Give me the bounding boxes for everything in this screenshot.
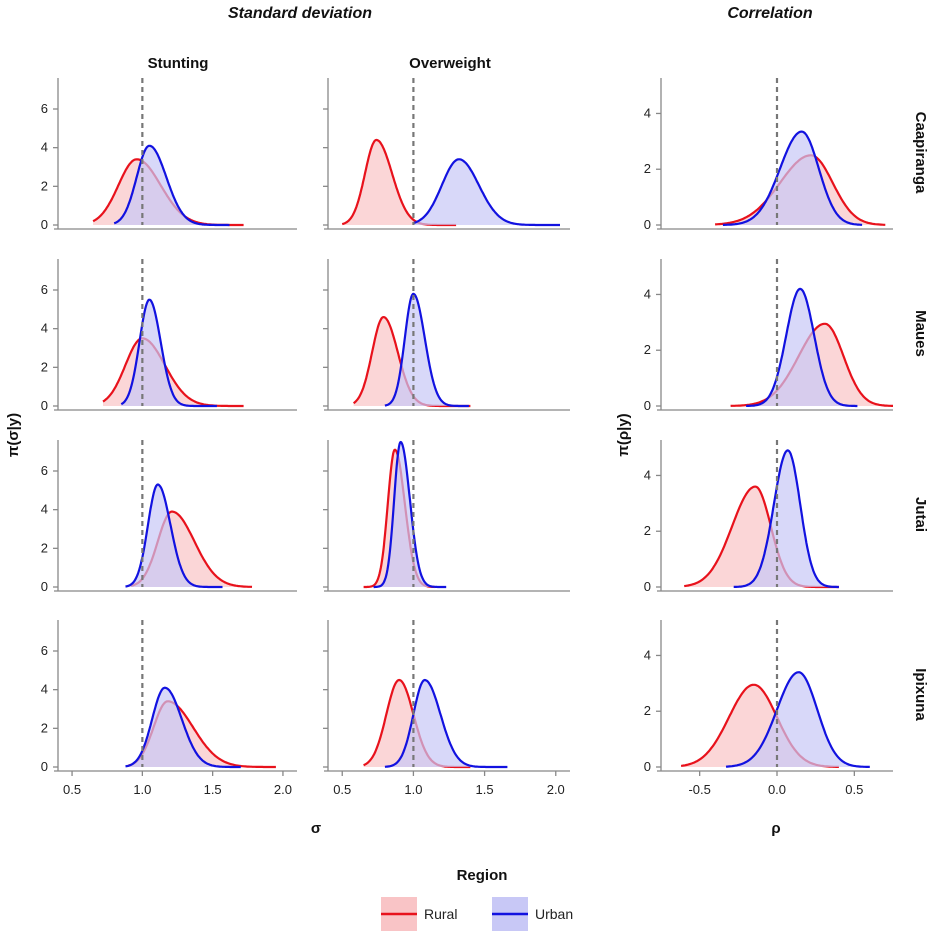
y-tick-label: 6 xyxy=(41,282,48,297)
panel-caapiranga-stunting: 0 2 4 6 xyxy=(41,78,297,232)
legend-rural-label: Rural xyxy=(424,906,457,922)
density-line-urban xyxy=(384,292,470,408)
y-tick-label: 2 xyxy=(644,523,651,538)
column-title-stunting: Stunting xyxy=(148,55,209,72)
density-line-rural xyxy=(102,337,244,408)
y-tick-label: 4 xyxy=(644,647,651,662)
y-tick-label: 2 xyxy=(644,161,651,176)
density-line-urban xyxy=(733,449,840,589)
panel-caapiranga-overweight xyxy=(323,78,570,230)
panel-jutai-stunting: 0 2 4 6 xyxy=(41,440,297,594)
density-line-urban xyxy=(373,440,447,589)
density-area-rural xyxy=(342,139,457,225)
density-line-urban xyxy=(125,686,241,769)
y-tick-label: 0 xyxy=(41,217,48,232)
y-tick-label: 6 xyxy=(41,463,48,478)
y-tick-label: 4 xyxy=(644,467,651,482)
row-label-caapiranga: Caapiranga xyxy=(912,112,929,194)
density-line-urban xyxy=(120,298,218,408)
density-area-urban xyxy=(726,672,870,767)
legend: Region Rural Urban xyxy=(381,867,573,931)
y-tick-label: 0 xyxy=(41,579,48,594)
x-tick-label: 0.0 xyxy=(768,782,786,797)
y-tick-label: 0 xyxy=(644,579,651,594)
density-line-urban xyxy=(113,144,230,227)
y-tick-label: 0 xyxy=(644,217,651,232)
y-tick-label: 0 xyxy=(41,759,48,774)
density-area-urban xyxy=(373,442,447,587)
density-line-urban xyxy=(384,678,508,769)
y-tick-label: 0 xyxy=(41,398,48,413)
legend-title: Region xyxy=(457,867,508,884)
density-line-urban xyxy=(413,158,560,227)
panel-maues-stunting: 0 2 4 6 xyxy=(41,259,297,413)
x-axis-label-rho: ρ xyxy=(771,820,780,837)
y-tick-label: 4 xyxy=(41,321,48,336)
panel-ipixuna-overweight: 0.5 1.0 1.5 2.0 xyxy=(323,620,570,797)
density-area-rural xyxy=(684,486,839,587)
y-tick-label: 0 xyxy=(644,759,651,774)
x-tick-label: 1.0 xyxy=(133,782,151,797)
row-label-ipixuna: Ipixuna xyxy=(912,668,929,721)
panel-grid: 0 2 4 6 0 2 4 Caapiranga 0 2 4 6 0 2 4 Maues 0 2 4 6 0 2 4 Juta… xyxy=(41,78,929,797)
x-tick-label: 2.0 xyxy=(274,782,292,797)
density-area-urban xyxy=(733,450,839,587)
column-title-overweight: Overweight xyxy=(409,55,491,72)
legend-urban-label: Urban xyxy=(535,906,573,922)
title-correlation: Correlation xyxy=(727,5,813,22)
y-tick-label: 2 xyxy=(41,359,48,374)
density-area-urban xyxy=(722,131,863,225)
panel-ipixuna-stunting: 0 2 4 6 0.5 1.0 1.5 2.0 xyxy=(41,620,297,797)
y-tick-label: 0 xyxy=(644,398,651,413)
x-tick-label: 1.5 xyxy=(204,782,222,797)
y-tick-label: 2 xyxy=(41,720,48,735)
density-line-urban xyxy=(725,671,870,768)
y-tick-label: 4 xyxy=(644,105,651,120)
x-tick-label: 0.5 xyxy=(333,782,351,797)
y-tick-label: 2 xyxy=(41,178,48,193)
y-tick-label: 6 xyxy=(41,101,48,116)
panel-caapiranga-correlation: 0 2 4 xyxy=(644,78,893,232)
density-area-urban xyxy=(746,288,858,406)
y-axis-label-sigma: π(σ|y) xyxy=(5,413,22,457)
y-tick-label: 2 xyxy=(644,342,651,357)
y-tick-label: 2 xyxy=(644,703,651,718)
y-tick-label: 4 xyxy=(41,502,48,517)
density-area-urban xyxy=(121,299,217,406)
x-tick-label: 1.5 xyxy=(476,782,494,797)
y-axis-label-rho: π(ρ|y) xyxy=(615,413,632,456)
x-axis-label-sigma: σ xyxy=(311,820,321,837)
y-tick-label: 4 xyxy=(41,140,48,155)
density-line-urban xyxy=(722,130,863,226)
row-label-maues: Maues xyxy=(912,310,929,357)
x-tick-label: 1.0 xyxy=(404,782,422,797)
panel-maues-overweight xyxy=(323,259,570,411)
panel-jutai-overweight xyxy=(323,440,570,592)
density-area-urban xyxy=(413,159,560,225)
density-area-urban xyxy=(125,484,223,587)
panel-maues-correlation: 0 2 4 xyxy=(644,259,893,413)
y-tick-label: 4 xyxy=(644,286,651,301)
title-standard-deviation: Standard deviation xyxy=(228,5,372,22)
panel-ipixuna-correlation: 0 2 4 -0.5 0.0 0.5 xyxy=(644,620,893,797)
x-tick-label: 2.0 xyxy=(547,782,565,797)
row-label-jutai: Jutai xyxy=(912,497,929,532)
density-area-urban xyxy=(384,680,508,767)
panel-jutai-correlation: 0 2 4 xyxy=(644,440,893,594)
y-tick-label: 6 xyxy=(41,643,48,658)
density-line-urban xyxy=(745,287,858,408)
x-tick-label: -0.5 xyxy=(688,782,710,797)
density-area-urban xyxy=(384,293,469,406)
density-area-rural xyxy=(681,684,839,767)
x-tick-label: 0.5 xyxy=(63,782,81,797)
density-area-urban xyxy=(125,687,241,767)
density-area-rural xyxy=(353,317,471,406)
y-tick-label: 4 xyxy=(41,682,48,697)
x-tick-label: 0.5 xyxy=(845,782,863,797)
y-tick-label: 2 xyxy=(41,540,48,555)
